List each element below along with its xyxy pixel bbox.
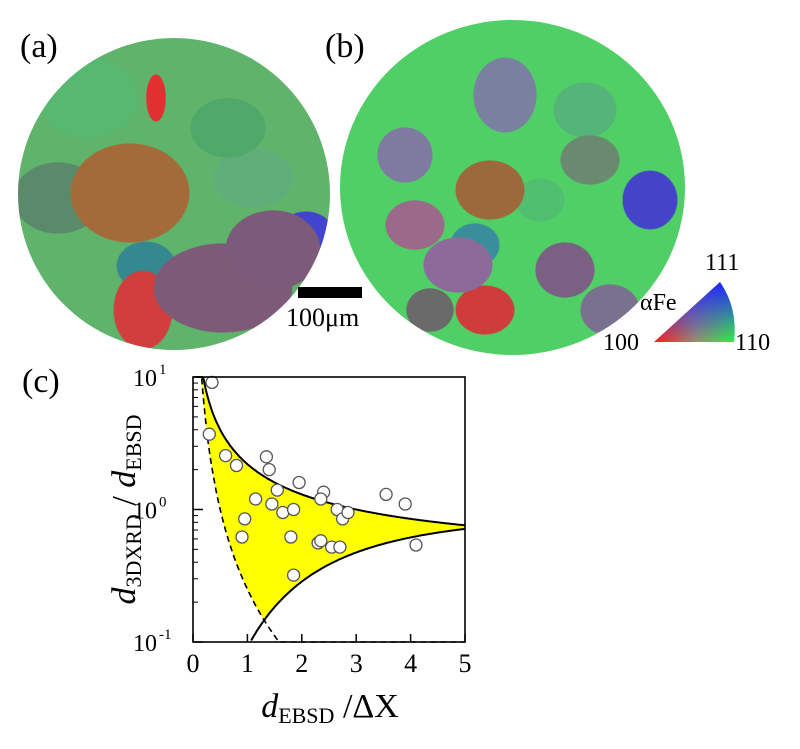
ipf-key-triangle [654,282,735,342]
data-point [276,505,290,520]
y-tick-exponent: -1 [159,627,172,643]
data-point [202,427,216,441]
ebsd-map-a [18,38,330,350]
data-point [292,475,306,490]
data-point [229,458,244,473]
data-point [409,538,423,552]
data-point [265,497,279,511]
x-tick-label: 4 [404,649,417,678]
ebsd-map-b [340,20,685,355]
ipf-111-label: 111 [705,250,740,276]
scale-bar-label: 100μm [286,303,360,332]
upper-bound-curve [195,376,465,527]
x-tick-label: 3 [350,649,363,678]
acceptance-region [195,377,465,620]
ipf-material-label: αFe [640,290,677,316]
data-point [333,540,347,554]
data-point [248,492,263,506]
data-point [379,487,393,502]
scale-bar [298,287,362,298]
panel-c-label: (c) [22,363,60,400]
data-point [238,512,252,526]
x-tick-label: 0 [187,649,200,678]
data-point [314,534,328,548]
y-tick-exponent: 0 [159,495,167,511]
data-point [398,497,412,511]
x-tick-label: 5 [459,649,472,678]
y-tick-label: 10 [133,631,157,657]
ipf-100-label: 100 [603,330,639,356]
y-tick-label: 10 [133,366,157,392]
lower-bound-curve [250,527,465,641]
data-point [286,568,301,582]
data-point [270,483,284,497]
y-axis-label: d3DXRD / dEBSD [106,414,146,604]
ipf-110-label: 110 [735,330,771,356]
data-point [235,530,249,544]
y-tick-label: 10 [133,499,157,525]
x-tick-label: 1 [241,649,254,678]
data-point [286,502,301,517]
data-point [284,530,298,544]
data-point [259,450,274,464]
data-point [341,505,355,520]
x-tick-label: 2 [295,649,308,678]
data-point [218,448,233,463]
panel-b-label: (b) [325,28,365,65]
data-point [262,462,276,477]
x-axis-label: dEBSD /ΔX [261,688,399,728]
panel-a-label: (a) [20,28,58,65]
y-tick-exponent: 1 [159,362,167,378]
data-point [205,375,219,390]
data-point [314,492,328,506]
